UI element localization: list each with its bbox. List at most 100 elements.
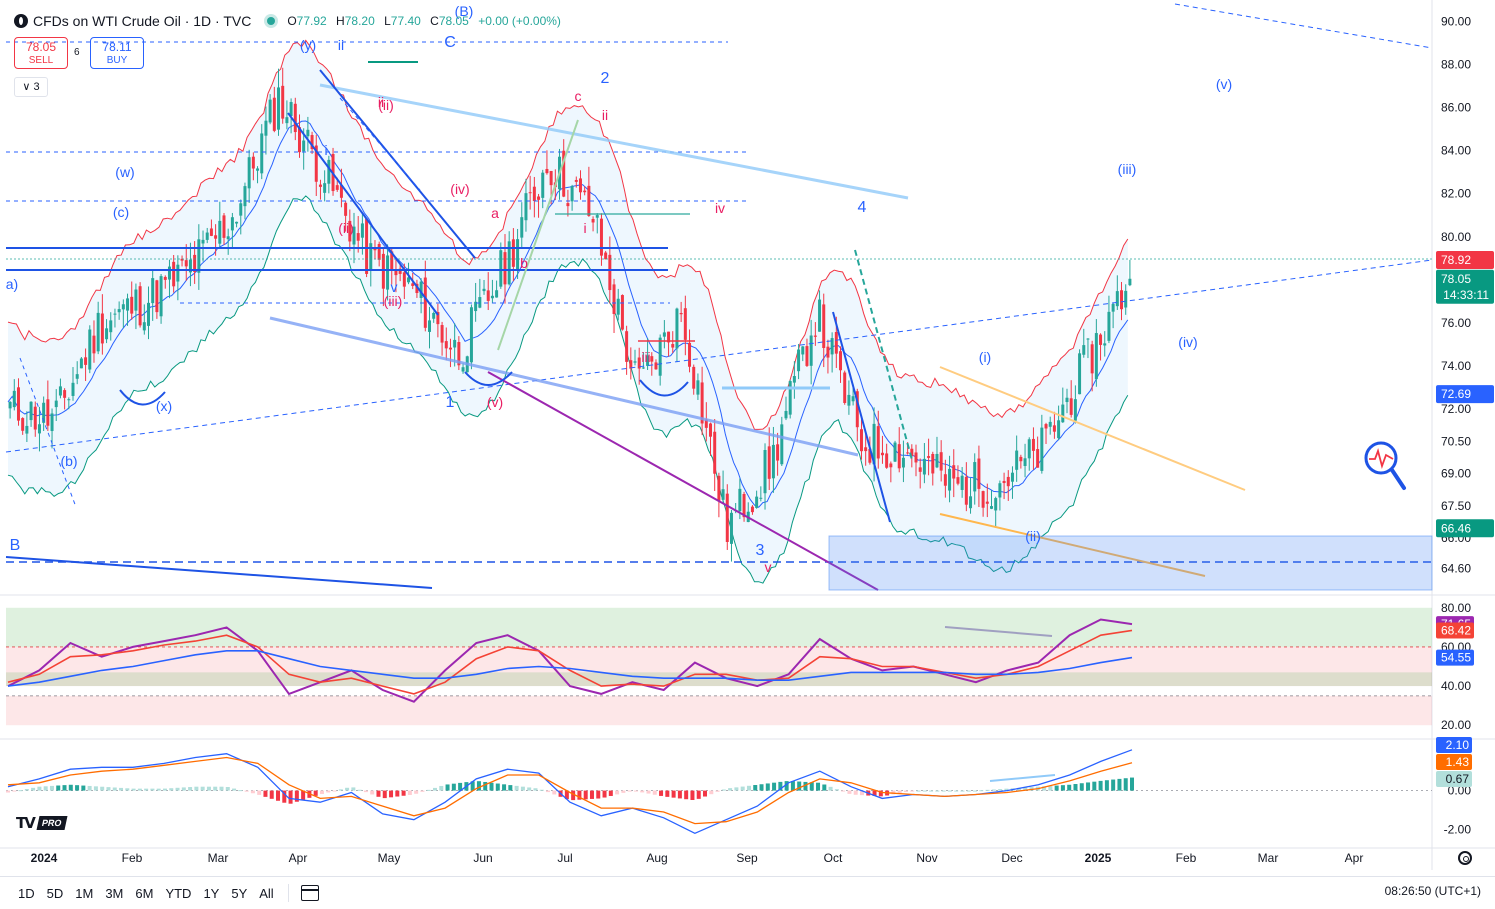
candle-body xyxy=(897,444,901,469)
macd-histogram-bar xyxy=(250,790,255,794)
timeframe-ytd-button[interactable]: YTD xyxy=(165,885,192,901)
macd-histogram-bar xyxy=(803,781,808,791)
candle-body xyxy=(218,220,222,244)
candle-body xyxy=(709,423,712,437)
wave-label: (ii) xyxy=(338,220,354,236)
macd-histogram-bar xyxy=(753,785,758,791)
candle-body xyxy=(969,496,973,509)
macd-histogram-bar xyxy=(370,790,375,795)
candle-body xyxy=(956,477,960,484)
candle-body xyxy=(864,447,868,452)
candle-body xyxy=(71,382,75,396)
macd-histogram-bar xyxy=(684,790,689,800)
macd-histogram-bar xyxy=(552,790,557,795)
candle-body xyxy=(457,342,461,366)
last-price-label-bg xyxy=(1436,269,1494,304)
macd-histogram-bar xyxy=(319,790,324,795)
indicators-toggle-button[interactable]: ∨ 3 xyxy=(14,77,48,97)
price-axis-label: 66.46 xyxy=(1441,521,1471,535)
candle-body xyxy=(1099,334,1103,345)
timeframe-1m-button[interactable]: 1M xyxy=(75,885,94,901)
candle-body xyxy=(151,278,155,304)
candle-body xyxy=(545,168,549,174)
macd-histogram-bar xyxy=(263,790,268,797)
macd-histogram-bar xyxy=(225,787,230,791)
sell-button[interactable]: 78.05 SELL xyxy=(14,37,68,69)
time-tick-label: May xyxy=(378,851,401,865)
candle-body xyxy=(755,496,759,508)
timeframe-1d-button[interactable]: 1D xyxy=(18,885,35,901)
macd-histogram-bar xyxy=(1016,787,1021,791)
macd-histogram-bar xyxy=(615,790,620,795)
candle-body xyxy=(960,475,964,490)
macd-signal-line xyxy=(7,756,1133,825)
candle-body xyxy=(33,406,37,430)
macd-histogram-bar xyxy=(809,782,814,791)
candle-body xyxy=(1111,304,1115,312)
candle-body xyxy=(281,85,285,119)
macd-histogram-bar xyxy=(589,790,594,799)
candle-body xyxy=(1128,278,1132,286)
candle-body xyxy=(646,355,650,366)
candle-body xyxy=(914,452,918,463)
candle-body xyxy=(1090,344,1094,374)
candle-body xyxy=(138,286,142,326)
symbol-title[interactable]: CFDs on WTI Crude Oil · 1D · TVC xyxy=(33,13,252,29)
candle-body xyxy=(478,297,482,308)
wave-label: (w) xyxy=(115,164,134,180)
wave-label: ii xyxy=(378,94,384,110)
candle-body xyxy=(356,233,360,241)
candle-body xyxy=(352,226,356,245)
price-axis-label-bg xyxy=(1436,251,1494,270)
macd-histogram-bar xyxy=(546,790,551,793)
candle-body xyxy=(21,418,25,431)
macd-histogram-bar xyxy=(476,781,481,791)
timeframe-5y-button[interactable]: 5Y xyxy=(231,885,248,901)
timeframe-6m-button[interactable]: 6M xyxy=(135,885,154,901)
macd-histogram-bar xyxy=(200,786,205,791)
candle-body xyxy=(239,203,243,216)
wave-label: (iii) xyxy=(1118,161,1137,177)
macd-histogram-bar xyxy=(131,788,136,791)
candle-body xyxy=(868,448,872,463)
candle-body xyxy=(1107,311,1111,341)
trend-line xyxy=(19,357,77,508)
gear-icon[interactable] xyxy=(1458,851,1472,865)
candle-body xyxy=(147,302,150,326)
candle-body xyxy=(256,168,260,171)
time-tick-label: Dec xyxy=(1001,851,1022,865)
candle-body xyxy=(998,483,1002,498)
calendar-icon[interactable] xyxy=(300,885,319,901)
timeframe-5d-button[interactable]: 5D xyxy=(46,885,64,901)
candle-body xyxy=(58,386,62,396)
buy-button[interactable]: 78.11 BUY xyxy=(90,37,144,69)
timeframe-3m-button[interactable]: 3M xyxy=(105,885,124,901)
candle-body xyxy=(495,290,499,298)
candle-body xyxy=(566,203,570,207)
candle-body xyxy=(306,129,310,137)
time-tick-label: Sep xyxy=(736,851,758,865)
candle-body xyxy=(25,425,29,434)
timeframe-1y-button[interactable]: 1Y xyxy=(203,885,220,901)
macd-histogram-bar xyxy=(640,790,645,793)
rsi-value-label-bg xyxy=(1436,649,1474,666)
candle-body xyxy=(1069,398,1073,415)
magnifier-icon[interactable] xyxy=(1364,441,1406,490)
clock-readout[interactable]: 08:26:50 (UTC+1) xyxy=(1384,884,1481,898)
macd-histogram-bar xyxy=(935,790,940,792)
macd-histogram-bar xyxy=(1079,783,1084,791)
timeframe-all-button[interactable]: All xyxy=(259,885,274,901)
macd-histogram-bar xyxy=(991,789,996,791)
macd-histogram-bar xyxy=(156,788,161,791)
macd-histogram-bar xyxy=(715,790,720,792)
macd-histogram-bar xyxy=(790,781,795,791)
candle-body xyxy=(813,335,817,337)
candle-body xyxy=(612,284,616,314)
candle-body xyxy=(432,312,436,319)
macd-histogram-bar xyxy=(470,781,475,791)
macd-histogram-bar xyxy=(458,782,463,791)
macd-histogram-bar xyxy=(1086,782,1091,791)
candle-body xyxy=(994,498,998,511)
candle-body xyxy=(1044,424,1048,429)
